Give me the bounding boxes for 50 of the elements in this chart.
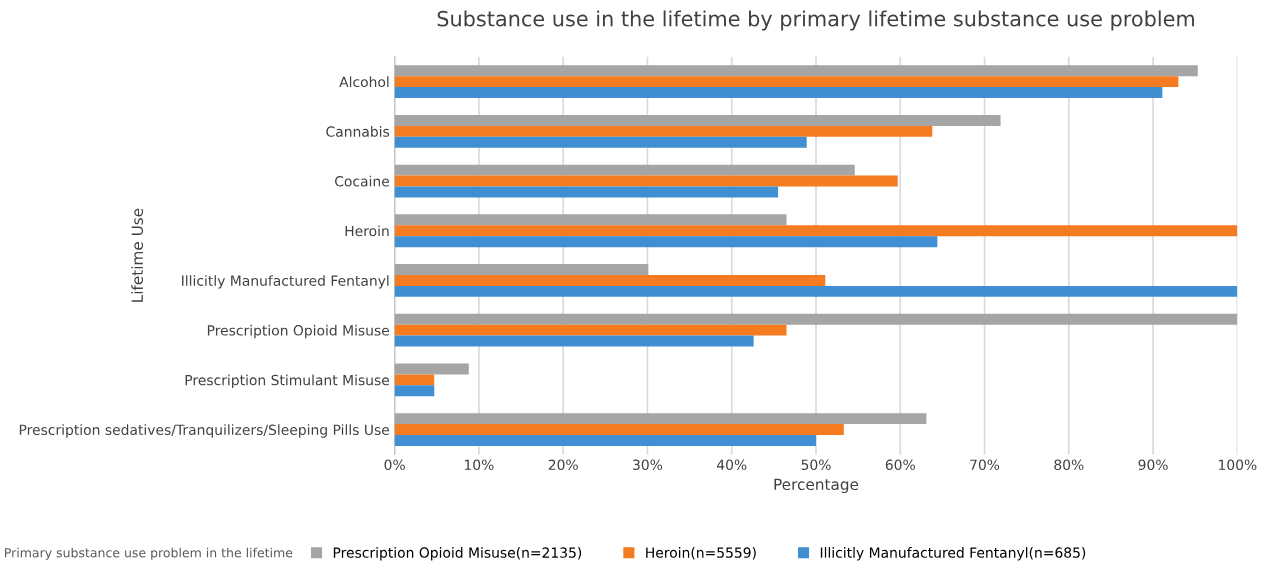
x-tick-label: 80% <box>1054 459 1084 471</box>
legend-label: Illicitly Manufactured Fentanyl(n=685) <box>820 547 1086 561</box>
y-tick-label: Cannabis <box>326 126 390 137</box>
y-tick-label: Cocaine <box>335 175 390 187</box>
bar <box>394 385 435 397</box>
bar <box>394 125 933 137</box>
x-tick-label: 60% <box>885 459 915 471</box>
x-axis-title: Percentage <box>774 478 859 494</box>
y-tick-label: Prescription Stimulant Misuse <box>185 374 390 389</box>
bar <box>394 76 1179 88</box>
legend-label: Heroin(n=5559) <box>646 547 756 560</box>
x-tick-label: 10% <box>464 459 494 471</box>
bar <box>394 114 1001 126</box>
y-tick-label: Alcohol <box>339 76 389 88</box>
bar <box>394 363 469 375</box>
x-tick-label: 20% <box>548 459 578 471</box>
x-tick-label: 70% <box>970 459 1000 471</box>
bar <box>394 225 1238 237</box>
bar <box>394 136 807 148</box>
y-tick-label: Prescription sedatives/Tranquilizers/Sleeping Pills Use <box>19 424 390 438</box>
bar <box>394 374 435 386</box>
bar <box>394 435 816 446</box>
bar <box>394 65 1198 77</box>
legend-title: Primary substance use problem in the lifetime <box>5 547 293 560</box>
bar <box>394 164 855 176</box>
bar <box>394 214 787 226</box>
bar <box>394 324 787 336</box>
bar <box>394 87 1163 99</box>
bar <box>394 424 844 436</box>
x-tick-label: 30% <box>633 459 663 471</box>
y-tick-label: Illicitly Manufactured Fentanyl <box>182 275 389 289</box>
legend-label: Prescription Opioid Misuse(n=2135) <box>333 547 582 561</box>
bar <box>394 335 754 347</box>
bar <box>394 264 649 275</box>
bar <box>394 274 826 286</box>
x-tick-label: 0% <box>384 459 405 471</box>
bar <box>394 186 779 198</box>
x-tick-label: 40% <box>716 459 747 471</box>
y-tick-label: Heroin <box>345 225 389 237</box>
bar <box>394 313 1238 325</box>
bar <box>394 175 898 187</box>
chart-title: Substance use in the lifetime by primary lifetime substance use problem <box>437 10 1194 31</box>
x-tick-label: 50% <box>801 459 831 471</box>
y-axis-title: Lifetime Use <box>131 208 144 302</box>
y-tick-label: Prescription Opioid Misuse <box>207 324 390 339</box>
bar <box>394 285 1238 297</box>
bar <box>394 236 938 248</box>
x-tick-label: 100% <box>1219 459 1257 471</box>
bar <box>394 413 927 425</box>
x-tick-label: 90% <box>1138 459 1168 471</box>
